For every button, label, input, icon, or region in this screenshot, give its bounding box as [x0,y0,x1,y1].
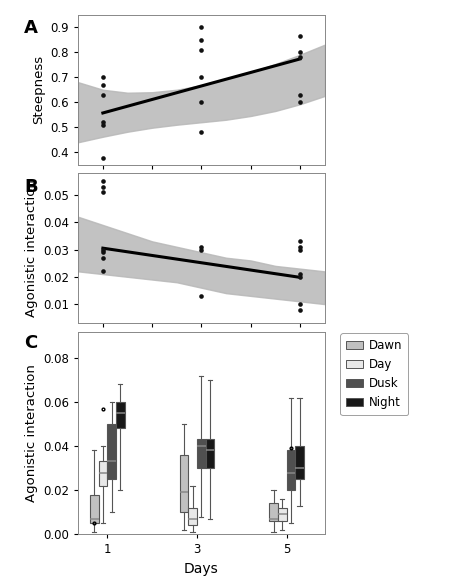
Point [198,73,205,82]
Point [198,22,205,32]
Point [99,266,107,276]
Point [296,97,304,107]
Point [296,299,304,309]
Y-axis label: Steepness: Steepness [32,55,45,124]
Point [198,45,205,55]
Point [296,272,304,282]
Point [296,245,304,254]
Point [99,73,107,82]
Text: A: A [24,19,38,37]
PathPatch shape [278,508,286,521]
Point [99,187,107,197]
Point [296,31,304,41]
Y-axis label: Agonistic interaction: Agonistic interaction [25,364,37,502]
Point [296,52,304,62]
Point [198,242,205,251]
X-axis label: Days: Days [184,562,219,576]
Point [99,90,107,99]
Y-axis label: Agonistic interaction: Agonistic interaction [25,179,37,317]
Point [198,245,205,254]
PathPatch shape [116,402,125,429]
Point [99,80,107,89]
PathPatch shape [287,450,295,490]
Point [296,48,304,57]
Point [296,242,304,251]
PathPatch shape [206,440,214,468]
Point [99,245,107,254]
Legend: Dawn, Day, Dusk, Night: Dawn, Day, Dusk, Night [340,333,408,415]
Point [198,97,205,107]
Point [296,269,304,279]
PathPatch shape [295,446,304,479]
Point [99,177,107,186]
Point [198,127,205,137]
Text: B: B [24,178,37,195]
Point [296,237,304,246]
Point [99,117,107,127]
PathPatch shape [90,494,99,523]
PathPatch shape [188,508,197,525]
Point [99,120,107,129]
Point [198,35,205,45]
PathPatch shape [180,455,188,512]
Point [296,90,304,99]
Point [198,291,205,301]
PathPatch shape [108,424,116,479]
PathPatch shape [99,461,107,485]
PathPatch shape [269,503,278,521]
Point [99,182,107,191]
Point [99,154,107,163]
Point [296,305,304,314]
Point [99,253,107,262]
PathPatch shape [197,440,206,468]
Text: C: C [24,333,37,352]
Point [99,248,107,257]
